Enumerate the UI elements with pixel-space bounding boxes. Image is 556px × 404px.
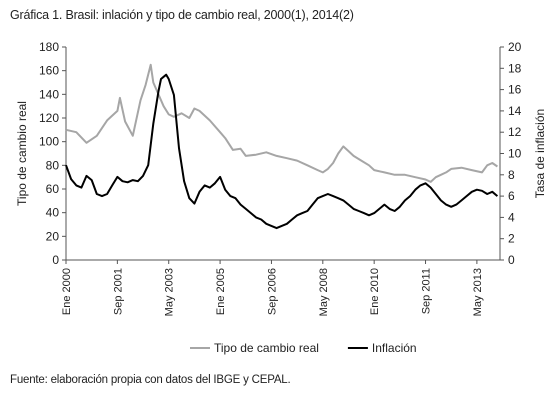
series-line-inflacion — [65, 73, 499, 230]
x-tick-label: Sep 2011 — [421, 268, 433, 314]
x-tick-label: Ene 2000 — [61, 268, 73, 315]
legend-label: Inflación — [372, 341, 417, 355]
source-note: Fuente: elaboración propia con datos del… — [10, 374, 291, 386]
right-tick-label: 18 — [508, 61, 522, 75]
x-tick-label: Sep 2001 — [112, 268, 124, 315]
left-tick-label: 180 — [39, 40, 59, 54]
left-tick-label: 160 — [39, 64, 59, 78]
right-tick-label: 12 — [508, 125, 522, 139]
left-axis-title: Tipo de cambio real — [15, 101, 29, 206]
right-tick-label: 14 — [508, 104, 522, 118]
right-tick-label: 2 — [508, 232, 515, 246]
x-tick-label: May 2008 — [318, 268, 330, 316]
left-tick-label: 60 — [46, 182, 60, 196]
right-tick-label: 8 — [508, 168, 515, 182]
x-tick-label: Ene 2005 — [215, 268, 227, 315]
right-tick-label: 0 — [508, 253, 515, 267]
left-tick-label: 100 — [39, 135, 59, 149]
series-line-tipo-de-cambio — [65, 63, 498, 183]
right-tick-label: 4 — [508, 210, 515, 224]
x-tick-label: Sep 2006 — [266, 268, 278, 315]
x-tick-label: May 2003 — [164, 268, 176, 316]
left-tick-label: 0 — [52, 253, 59, 267]
x-tick-label: May 2013 — [472, 268, 484, 316]
left-tick-label: 20 — [46, 229, 60, 243]
right-tick-label: 16 — [508, 83, 522, 97]
x-tick-label: Ene 2010 — [369, 268, 381, 315]
left-tick-label: 140 — [39, 87, 59, 101]
right-tick-label: 10 — [508, 147, 522, 161]
legend-label: Tipo de cambio real — [214, 341, 319, 355]
left-tick-label: 120 — [39, 111, 59, 125]
right-tick-label: 6 — [508, 189, 515, 203]
right-axis-title: Tasa de inflación — [533, 109, 547, 198]
left-tick-label: 40 — [46, 206, 60, 220]
left-tick-label: 80 — [46, 158, 60, 172]
right-tick-label: 20 — [508, 40, 522, 54]
chart-title: Gráfica 1. Brasil: inlación y tipo de ca… — [10, 8, 354, 22]
